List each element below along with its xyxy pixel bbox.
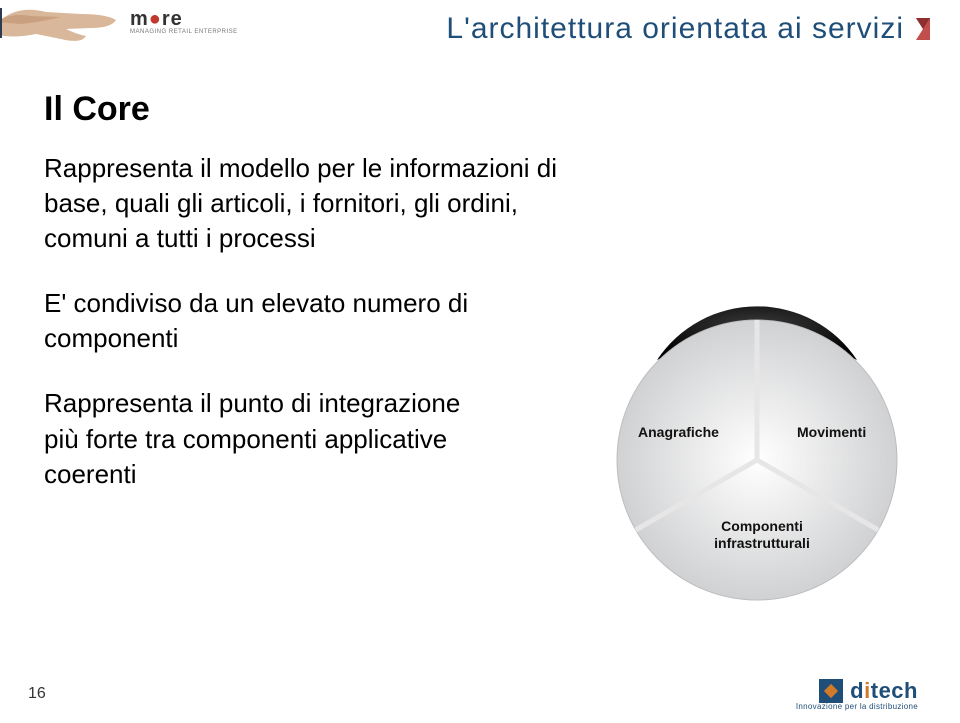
- paragraph-1: Rappresenta il modello per le informazio…: [44, 151, 604, 256]
- header: L'architettura orientata ai servizi: [330, 12, 930, 46]
- ditech-logo: ditech Innovazione per la distribuzione: [796, 678, 918, 711]
- slide-title: L'architettura orientata ai servizi: [446, 12, 904, 46]
- ditech-name-post: tech: [871, 678, 918, 703]
- pie-label-componenti: Componenti infrastrutturali: [707, 518, 817, 552]
- body-text: Il Core Rappresenta il modello per le in…: [44, 90, 604, 522]
- pie-diagram: Anagrafiche Movimenti Componenti infrast…: [602, 300, 912, 610]
- top-left-logo-area: m●re MANAGING RETAIL ENTERPRISE: [0, 0, 240, 60]
- paragraph-2: E' condiviso da un elevato numero di com…: [44, 286, 484, 356]
- ditech-name-pre: d: [850, 678, 864, 703]
- pie-label-movimenti: Movimenti: [797, 424, 866, 441]
- hand-image: [0, 0, 126, 54]
- ditech-sub: Innovazione per la distribuzione: [796, 702, 918, 711]
- paragraph-3: Rappresenta il punto di integrazione più…: [44, 386, 484, 491]
- page-number: 16: [28, 685, 46, 703]
- more-tagline: MANAGING RETAIL ENTERPRISE: [130, 29, 238, 35]
- pie-label-anagrafiche: Anagrafiche: [638, 424, 719, 441]
- ditech-name-i: i: [864, 678, 871, 703]
- section-heading: Il Core: [44, 90, 604, 129]
- ditech-square-icon: [819, 679, 843, 703]
- more-logo: m●re MANAGING RETAIL ENTERPRISE: [130, 8, 238, 35]
- header-marker-icon: [916, 18, 930, 40]
